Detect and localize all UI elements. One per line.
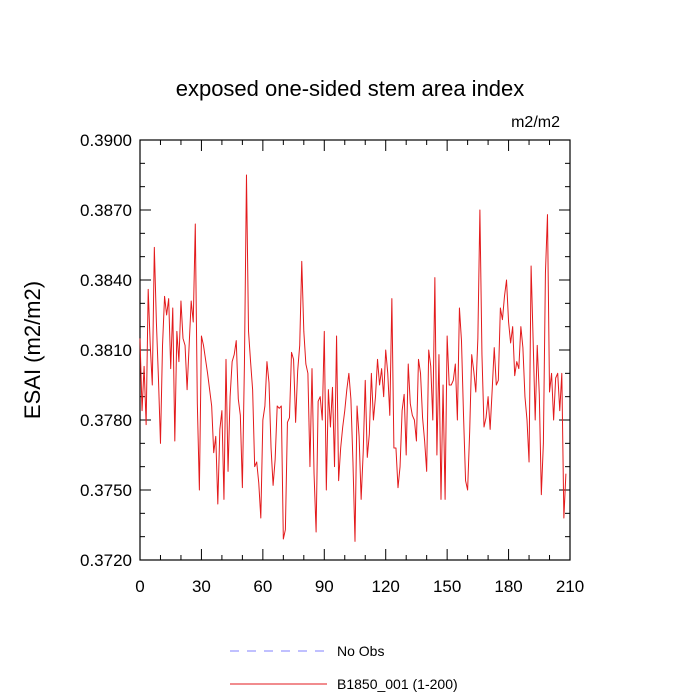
x-tick-label: 90 [315,577,334,596]
y-tick-label: 0.3900 [80,131,132,150]
series-layer [139,174,567,542]
y-tick-label: 0.3750 [80,481,132,500]
x-tick-label: 30 [192,577,211,596]
y-axis-label: ESAI (m2/m2) [20,281,45,419]
series-line-1 [139,174,567,542]
y-axis-ticks: 0.3720 0.3750 0.3780 0.3810 0.3840 0.3870 0.39… [80,131,570,570]
y-tick-label: 0.3810 [80,341,132,360]
chart-title: exposed one-sided stem area index [176,76,525,101]
x-axis-ticks: 0 30 60 90 120 150 180 210 [135,140,584,596]
x-tick-label: 120 [372,577,400,596]
y-tick-label: 0.3720 [80,551,132,570]
x-tick-label: 60 [253,577,272,596]
units-label: m2/m2 [511,114,560,131]
x-tick-label: 0 [135,577,144,596]
legend-label-1: B1850_001 (1-200) [337,676,458,692]
legend: No Obs B1850_001 (1-200) [230,643,458,692]
y-tick-label: 0.3840 [80,271,132,290]
y-tick-label: 0.3780 [80,411,132,430]
x-tick-label: 180 [494,577,522,596]
legend-label-0: No Obs [337,643,384,659]
y-tick-label: 0.3870 [80,201,132,220]
x-tick-label: 210 [556,577,584,596]
x-tick-label: 150 [433,577,461,596]
